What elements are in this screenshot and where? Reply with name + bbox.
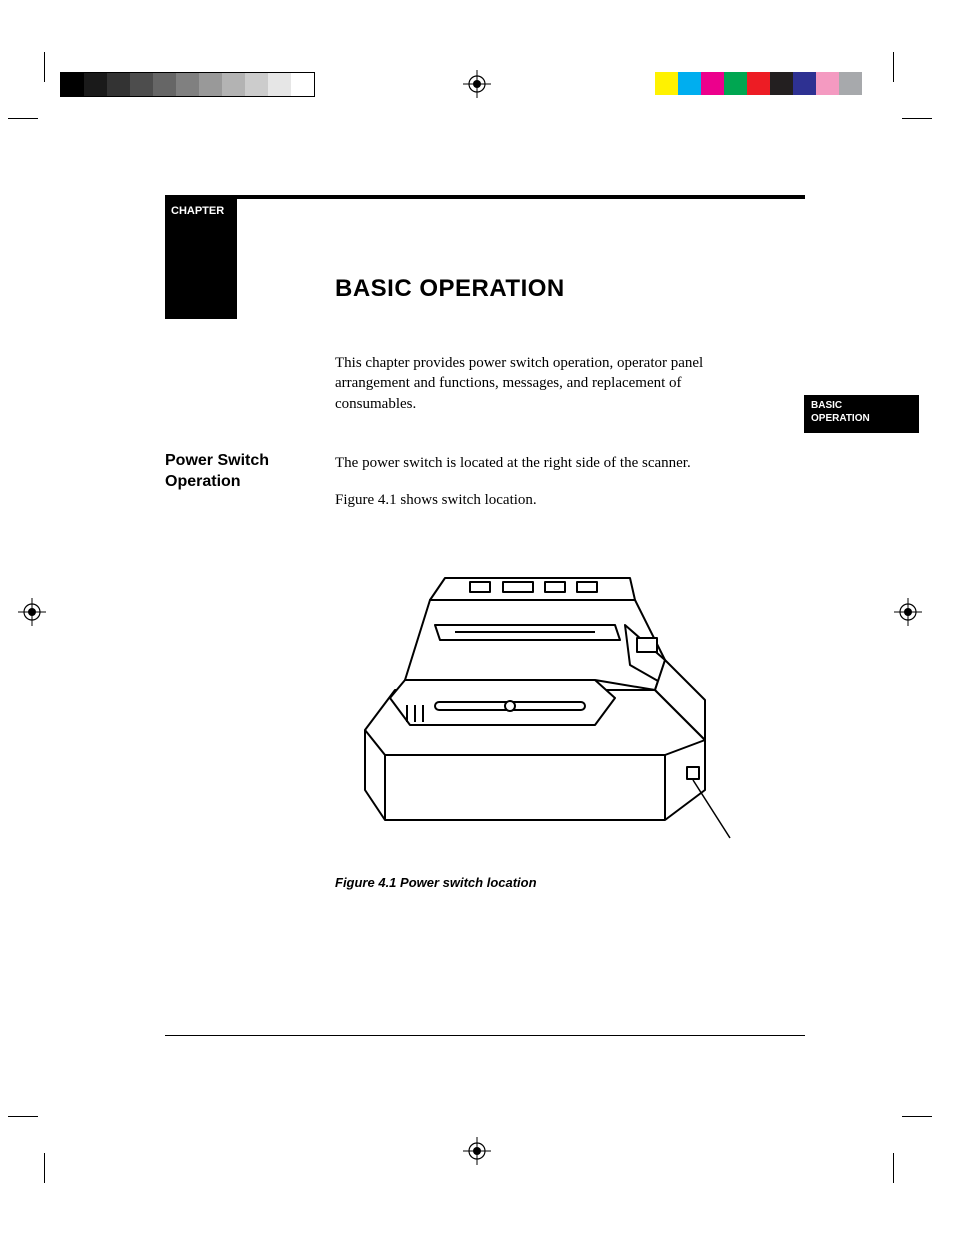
swatch: [107, 73, 130, 96]
crop-mark: [8, 1116, 38, 1117]
swatch: [130, 73, 153, 96]
swatch: [747, 72, 770, 95]
crop-mark: [902, 1116, 932, 1117]
body-paragraph: Figure 4.1 shows switch location.: [335, 490, 785, 511]
swatch: [268, 73, 291, 96]
side-tab-line2: OPERATION: [811, 413, 870, 424]
registration-mark-icon: [463, 70, 491, 98]
section-heading-line1: Power Switch: [165, 452, 269, 469]
body-paragraph: The power switch is located at the right…: [335, 453, 785, 474]
swatch: [176, 73, 199, 96]
figure-scanner-illustration: [335, 530, 735, 830]
crop-mark: [8, 118, 38, 119]
swatch: [770, 72, 793, 95]
swatch: [61, 73, 84, 96]
swatch: [816, 72, 839, 95]
swatch: [655, 72, 678, 95]
color-calibration-bar: [655, 72, 862, 95]
registration-mark-icon: [18, 598, 46, 626]
crop-mark: [44, 1153, 45, 1183]
crop-mark: [902, 118, 932, 119]
section-heading: Power Switch Operation: [165, 451, 315, 493]
section-heading-line2: Operation: [165, 473, 241, 490]
swatch: [701, 72, 724, 95]
swatch: [222, 73, 245, 96]
swatch: [793, 72, 816, 95]
crop-mark: [44, 52, 45, 82]
chapter-title: BASIC OPERATION: [335, 275, 565, 303]
swatch: [724, 72, 747, 95]
figure-caption: Figure 4.1 Power switch location: [335, 875, 537, 890]
swatch: [199, 73, 222, 96]
chapter-tab-label: CHAPTER: [171, 205, 224, 217]
side-tab: BASIC OPERATION: [804, 395, 919, 433]
intro-paragraph: This chapter provides power switch opera…: [335, 353, 765, 414]
swatch: [84, 73, 107, 96]
swatch: [153, 73, 176, 96]
swatch: [245, 73, 268, 96]
crop-mark: [893, 52, 894, 82]
chapter-tab: CHAPTER: [165, 199, 237, 319]
crop-mark: [893, 1153, 894, 1183]
swatch: [291, 73, 314, 96]
top-rule: [165, 195, 805, 199]
bottom-rule: [165, 1035, 805, 1036]
side-tab-line1: BASIC: [811, 400, 842, 411]
swatch: [678, 72, 701, 95]
grayscale-calibration-bar: [60, 72, 315, 97]
registration-mark-icon: [894, 598, 922, 626]
swatch: [839, 72, 862, 95]
registration-mark-icon: [463, 1137, 491, 1165]
